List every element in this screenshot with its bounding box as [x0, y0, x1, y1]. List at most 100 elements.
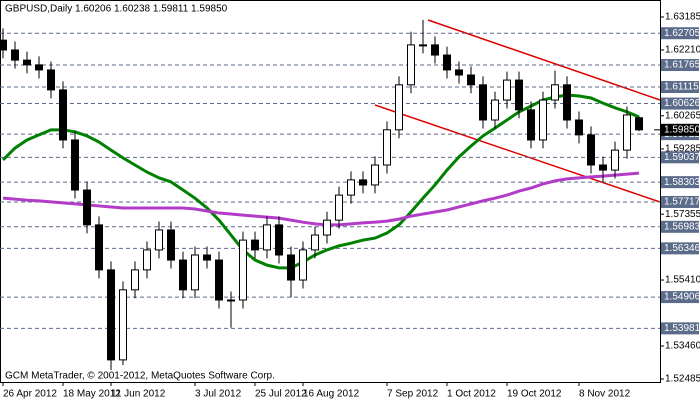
- candle-body: [119, 289, 127, 361]
- level-label-box: [661, 195, 699, 208]
- candle-body: [563, 84, 571, 121]
- current-price-box: [661, 123, 699, 136]
- level-label: 1.61115: [664, 82, 699, 93]
- level-label-box: [661, 27, 699, 40]
- candle-body: [47, 69, 55, 91]
- candle-body: [215, 259, 223, 301]
- candle-body: [359, 179, 367, 186]
- candle-body: [503, 79, 511, 101]
- candle-body: [467, 74, 475, 86]
- level-label-box: [661, 59, 699, 72]
- level-label-box: [661, 322, 699, 335]
- level-label-box: [661, 176, 699, 189]
- level-label: 1.62705: [664, 28, 700, 39]
- candle-body: [227, 299, 235, 302]
- candle-body: [191, 254, 199, 291]
- plot-frame: [0, 0, 661, 383]
- x-tick-label: 16 Aug 2012: [303, 389, 360, 400]
- y-tick-label: 1.60265: [665, 110, 700, 121]
- trend-line: [427, 19, 661, 101]
- candle-body: [167, 229, 175, 261]
- level-label-box: [661, 291, 699, 304]
- x-tick-label: 3 Jul 2012: [195, 389, 242, 400]
- level-label-box: [661, 242, 699, 255]
- candle-body: [419, 44, 427, 47]
- candle-body: [383, 129, 391, 166]
- candle-body: [143, 249, 151, 271]
- candle-body: [83, 189, 91, 226]
- candle-body: [23, 59, 31, 66]
- candle-body: [35, 64, 43, 71]
- y-tick-label: 1.55410: [665, 275, 700, 286]
- candle-body: [155, 229, 163, 251]
- level-label-box: [661, 97, 699, 110]
- moving-average: [1, 93, 640, 270]
- x-tick-label: 8 Nov 2012: [579, 389, 631, 400]
- candle-body: [515, 79, 523, 111]
- candle-body: [311, 234, 319, 251]
- x-tick-label: 26 Apr 2012: [3, 389, 57, 400]
- level-label: 1.57717: [664, 197, 700, 208]
- moving-average: [2, 171, 640, 227]
- current-price-label: 1.59850: [664, 124, 700, 135]
- candle-body: [263, 224, 271, 251]
- candle-body: [455, 69, 463, 76]
- x-tick-label: 1 Oct 2012: [447, 389, 496, 400]
- candle-body: [575, 119, 583, 136]
- candle-body: [59, 89, 67, 141]
- y-tick-label: 1.62210: [665, 45, 700, 56]
- y-tick-label: 1.59285: [665, 144, 700, 155]
- candle-body: [71, 139, 79, 191]
- footer: GCM MetaTrader, © 2001-2012, MetaQuotes …: [5, 371, 275, 382]
- level-label: 1.53981: [664, 323, 700, 334]
- candle-body: [395, 84, 403, 131]
- candle-body: [623, 114, 631, 151]
- candle-body: [287, 254, 295, 281]
- candle-body: [407, 44, 415, 86]
- candle-body: [335, 194, 343, 221]
- level-label: 1.54906: [664, 292, 700, 303]
- x-tick-label: 11 Jun 2012: [111, 389, 166, 400]
- x-tick-label: 18 May 2012: [63, 389, 121, 400]
- candle-body: [587, 134, 595, 166]
- level-label: 1.58303: [664, 177, 700, 188]
- candle-body: [347, 179, 355, 196]
- level-label: 1.61765: [664, 60, 700, 71]
- candle-body: [527, 109, 535, 141]
- level-label-box: [661, 220, 699, 233]
- candle-body: [203, 254, 211, 261]
- level-label: 1.56983: [664, 221, 700, 232]
- y-tick-label: 1.53460: [665, 341, 700, 352]
- level-label-box: [661, 151, 699, 164]
- y-tick-label: 1.57355: [665, 209, 700, 220]
- candle-body: [275, 224, 283, 256]
- candle-body: [371, 164, 379, 186]
- x-tick-label: 25 Jul 2012: [255, 389, 307, 400]
- candle-body: [443, 54, 451, 71]
- candle-body: [179, 259, 187, 291]
- level-label: 1.59037: [664, 152, 700, 163]
- x-tick-label: 19 Oct 2012: [507, 389, 562, 400]
- candle-body: [95, 224, 103, 271]
- candle-body: [479, 84, 487, 121]
- level-label-box: [661, 81, 699, 94]
- y-tick-label: 1.52485: [665, 374, 700, 385]
- candle-body: [299, 249, 307, 281]
- candle-body: [551, 84, 559, 101]
- candle-body: [239, 239, 247, 301]
- candle-body: [431, 44, 439, 56]
- x-tick-label: 7 Sep 2012: [387, 389, 439, 400]
- candle-body: [107, 269, 115, 361]
- candle-body: [131, 269, 139, 291]
- candle-body: [611, 149, 619, 171]
- level-label: 1.60626: [664, 98, 700, 109]
- chart-header: GBPUSD,Daily 1.60206 1.60238 1.59811 1.5…: [5, 4, 228, 15]
- candle-body: [491, 99, 499, 121]
- level-label: 1.56346: [664, 243, 700, 254]
- candle-body: [251, 239, 259, 251]
- candle-body: [599, 164, 607, 171]
- candle-body: [539, 99, 547, 141]
- trend-line: [374, 104, 661, 203]
- y-tick-label: 1.63185: [665, 12, 700, 23]
